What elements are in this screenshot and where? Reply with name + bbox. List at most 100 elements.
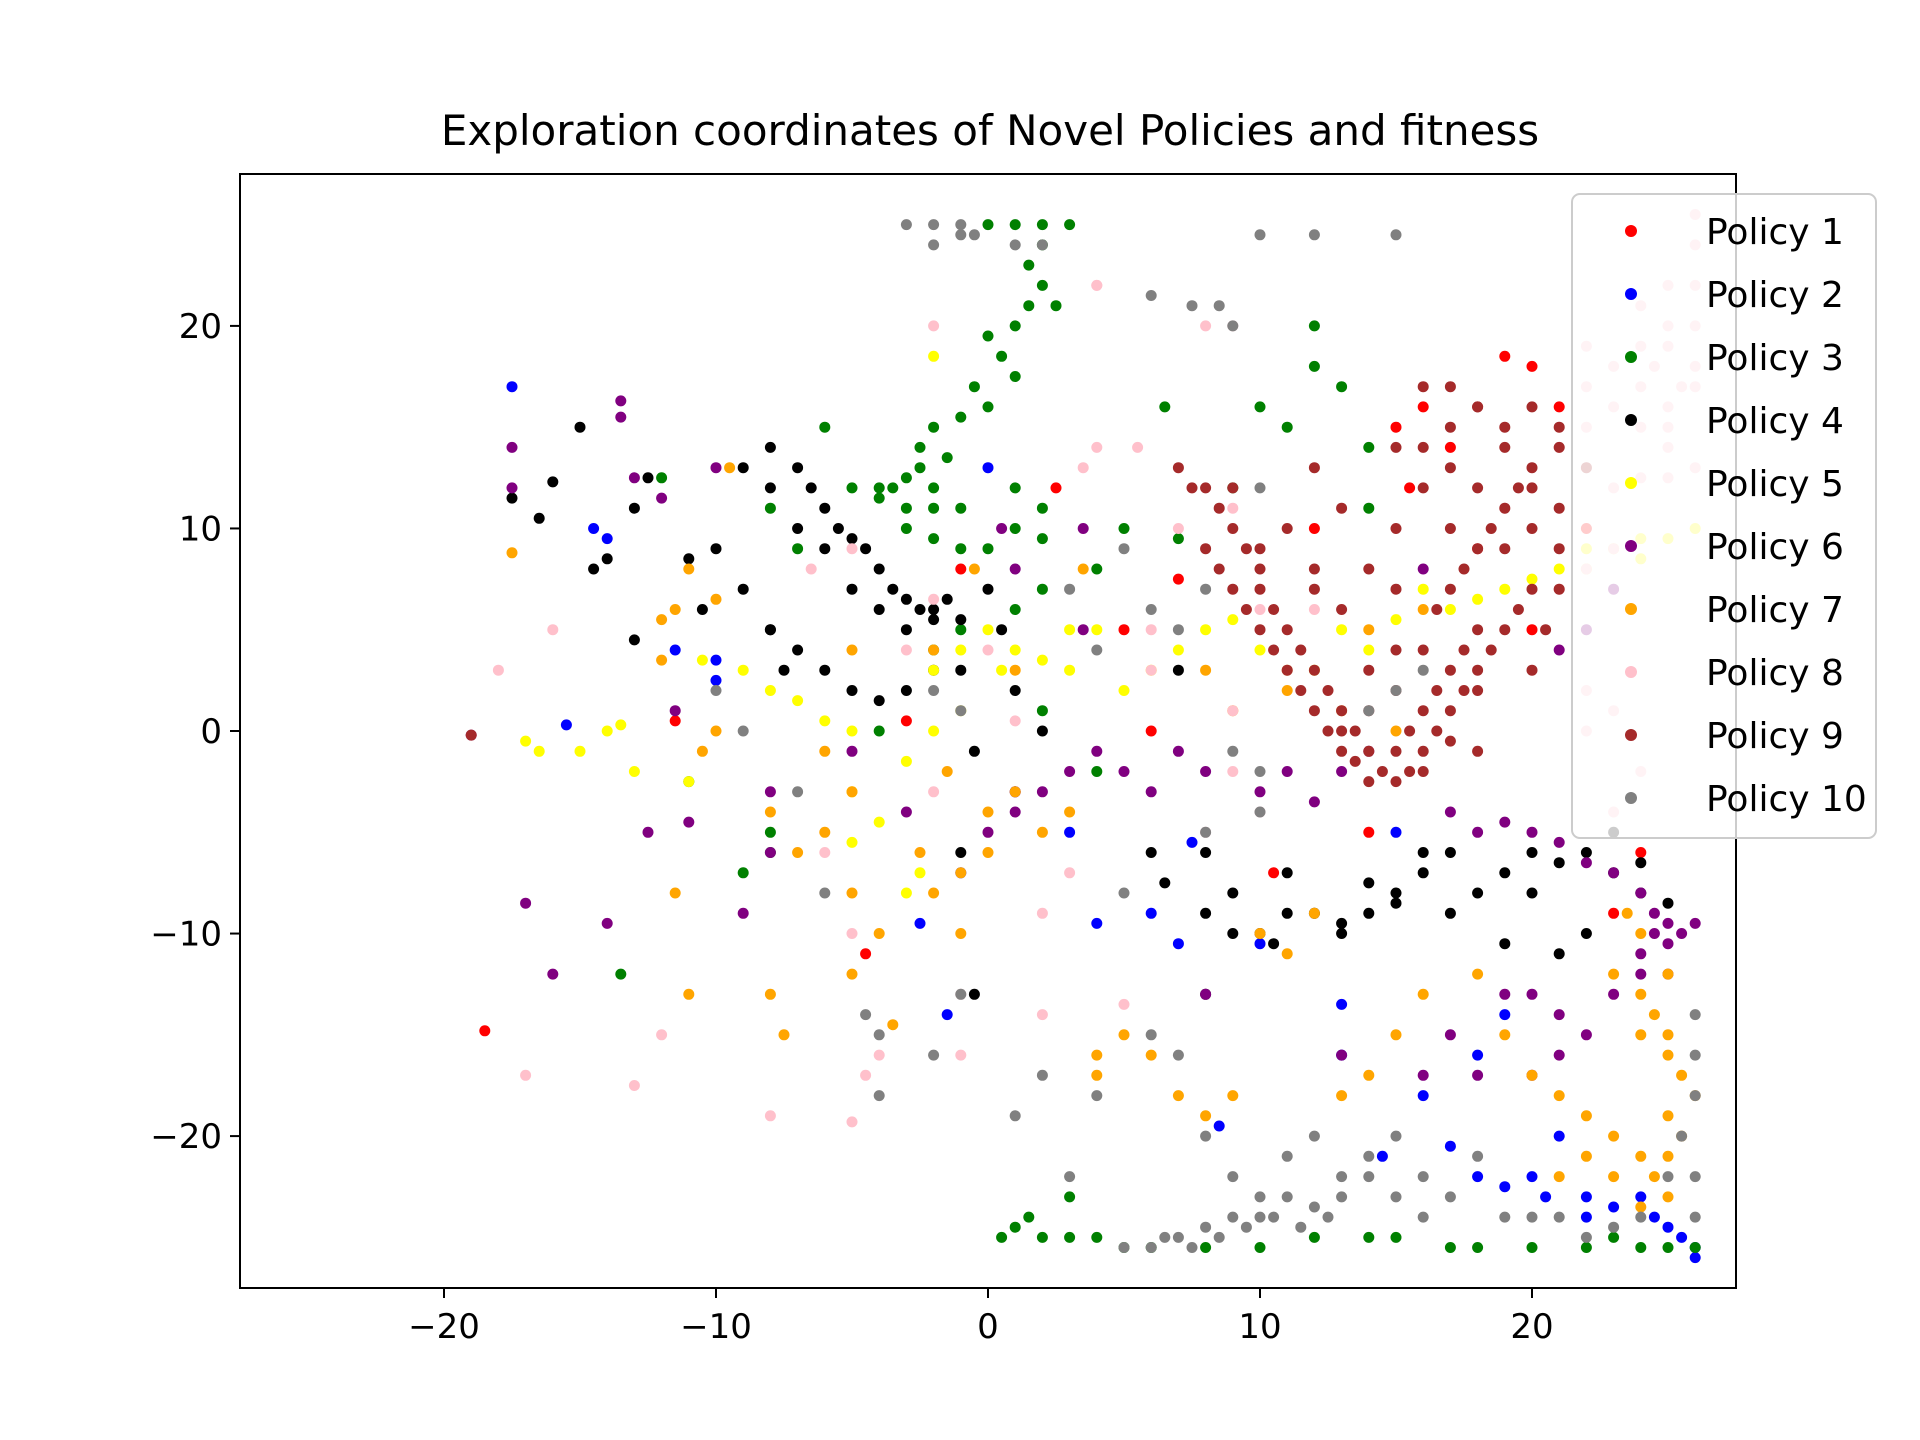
data-point [628, 1080, 640, 1091]
data-point [560, 719, 572, 731]
data-point [764, 826, 776, 838]
data-point [928, 593, 940, 605]
data-point [1648, 1171, 1660, 1183]
data-point [533, 512, 545, 524]
data-point [1526, 1069, 1538, 1081]
data-point [1336, 725, 1348, 737]
data-point [1553, 1090, 1565, 1102]
data-point [1254, 604, 1266, 615]
data-point [873, 1090, 885, 1102]
data-point [1227, 583, 1239, 595]
data-point [1254, 644, 1266, 656]
legend-marker [1625, 477, 1637, 489]
data-point [764, 502, 776, 514]
data-point [1553, 1049, 1565, 1061]
data-point [1608, 867, 1620, 879]
data-point [846, 644, 858, 656]
data-point [1676, 1069, 1688, 1081]
data-point [764, 786, 776, 798]
legend-marker [1625, 729, 1637, 741]
data-point [1363, 502, 1375, 514]
data-point [1472, 1150, 1484, 1162]
data-point [955, 928, 967, 939]
data-point [764, 806, 776, 818]
data-point [1472, 593, 1484, 605]
data-point [955, 624, 967, 636]
data-point [1268, 604, 1280, 615]
data-point [1526, 1171, 1538, 1183]
data-point [928, 887, 940, 899]
data-point [764, 685, 776, 696]
data-point [1390, 745, 1402, 757]
data-point [1064, 664, 1076, 676]
data-point [1268, 938, 1280, 950]
data-point [1390, 614, 1402, 626]
data-point [1009, 563, 1021, 575]
data-point [914, 847, 926, 858]
data-point [1023, 300, 1035, 312]
data-point [1417, 867, 1429, 879]
data-point [846, 1116, 858, 1128]
legend-marker [1625, 666, 1637, 678]
data-point [1200, 583, 1212, 595]
data-point [656, 492, 668, 504]
data-point [764, 1110, 776, 1122]
data-point [1036, 219, 1048, 231]
data-point [1281, 1191, 1293, 1203]
data-point [860, 543, 872, 555]
data-point [1268, 867, 1280, 879]
data-point [1308, 604, 1320, 615]
data-point [968, 563, 980, 575]
data-point [683, 988, 695, 1000]
data-point [1363, 441, 1375, 453]
legend-marker [1625, 792, 1637, 804]
data-point [1417, 401, 1429, 413]
data-point [669, 644, 681, 656]
data-point [1499, 1181, 1511, 1193]
data-point [1553, 1130, 1565, 1142]
data-point [1390, 826, 1402, 838]
data-point [1390, 897, 1402, 909]
data-point [1308, 907, 1320, 919]
data-point [1172, 523, 1184, 534]
data-point [1268, 644, 1280, 656]
data-point [465, 729, 477, 741]
data-point [1363, 1150, 1375, 1162]
data-point [914, 867, 926, 879]
series-6 [465, 395, 1701, 1081]
data-point [710, 685, 722, 696]
data-point [710, 462, 722, 474]
data-point [1159, 877, 1171, 889]
data-point [873, 928, 885, 939]
data-point [819, 826, 831, 838]
data-point [846, 745, 858, 757]
data-point [1336, 1191, 1348, 1203]
data-point [656, 1029, 668, 1041]
data-point [1091, 1069, 1103, 1081]
data-point [1553, 563, 1565, 575]
data-point [1608, 988, 1620, 1000]
data-point [1472, 1049, 1484, 1061]
data-point [1349, 755, 1361, 767]
data-point [982, 826, 994, 838]
data-point [710, 725, 722, 737]
data-point [1200, 766, 1212, 777]
data-point [710, 654, 722, 666]
data-point [928, 502, 940, 514]
data-point [982, 462, 994, 474]
data-point [1417, 604, 1429, 615]
legend-label: Policy 2 [1706, 275, 1844, 316]
legend-item: Policy 9 [1625, 716, 1844, 757]
data-point [1676, 1231, 1688, 1243]
data-point [696, 604, 708, 615]
data-point [1091, 1231, 1103, 1243]
data-point [1662, 1242, 1674, 1253]
data-point [506, 482, 518, 494]
data-point [1009, 604, 1021, 615]
data-point [1118, 624, 1130, 636]
data-point [1009, 320, 1021, 332]
data-point [1458, 644, 1470, 656]
data-point [1145, 290, 1157, 301]
data-point [1254, 229, 1266, 241]
